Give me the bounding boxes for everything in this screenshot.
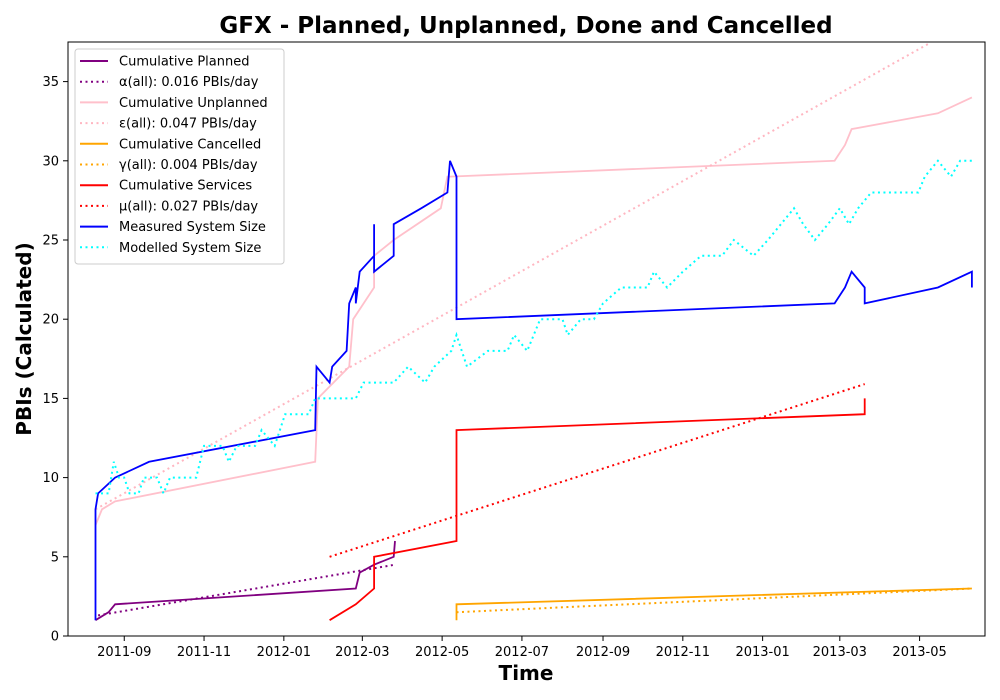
x-tick-label: 2012-07: [495, 645, 549, 660]
chart-title: GFX - Planned, Unplanned, Done and Cance…: [219, 13, 832, 39]
x-tick-label: 2012-11: [656, 645, 710, 660]
y-tick-label: 15: [42, 392, 59, 407]
y-tick-label: 20: [42, 313, 59, 328]
legend-label: μ(all): 0.027 PBIs/day: [119, 199, 258, 214]
x-tick-label: 2012-01: [257, 645, 311, 660]
legend-label: Cumulative Planned: [119, 55, 249, 70]
series-line-3: [94, 96, 973, 526]
series-line-8: [329, 383, 866, 558]
y-tick-label: 0: [51, 630, 59, 645]
legend-label: Measured System Size: [119, 220, 266, 235]
x-tick-label: 2012-05: [415, 645, 469, 660]
series-line-9: [94, 160, 973, 621]
series-line-6: [456, 587, 972, 614]
legend-label: ε(all): 0.047 PBIs/day: [119, 117, 257, 132]
series-line-7: [329, 398, 866, 621]
y-axis-title: PBIs (Calculated): [12, 242, 36, 435]
x-tick-label: 2012-03: [335, 645, 389, 660]
x-tick-label: 2012-09: [576, 645, 630, 660]
x-tick-label: 2013-01: [735, 645, 789, 660]
x-tick-label: 2013-03: [813, 645, 867, 660]
legend-label: Cumulative Unplanned: [119, 96, 268, 111]
legend-label: α(all): 0.016 PBIs/day: [119, 75, 259, 90]
x-tick-label: 2011-09: [97, 645, 151, 660]
plot-frame: [67, 41, 986, 637]
plot-area: [94, 42, 973, 621]
series-line-10: [95, 159, 972, 497]
series-line-2: [97, 563, 396, 617]
legend-label: Modelled System Size: [119, 241, 261, 256]
series-line-5: [455, 587, 972, 621]
x-axis-title: Time: [499, 661, 554, 685]
y-tick-label: 30: [42, 154, 59, 169]
y-tick-label: 10: [42, 471, 59, 486]
x-tick-label: 2013-05: [892, 645, 946, 660]
legend: Cumulative Planned α(all): 0.016 PBIs/day…: [74, 48, 285, 265]
series-line-1: [95, 540, 396, 621]
legend-label: γ(all): 0.004 PBIs/day: [119, 158, 258, 173]
x-tick-label: 2011-11: [177, 645, 231, 660]
y-tick-label: 5: [51, 550, 59, 565]
legend-label: Cumulative Cancelled: [119, 137, 261, 152]
legend-box: [74, 48, 285, 265]
y-tick-label: 25: [42, 234, 59, 249]
legend-label: Cumulative Services: [119, 179, 252, 194]
y-tick-label: 35: [42, 75, 59, 90]
